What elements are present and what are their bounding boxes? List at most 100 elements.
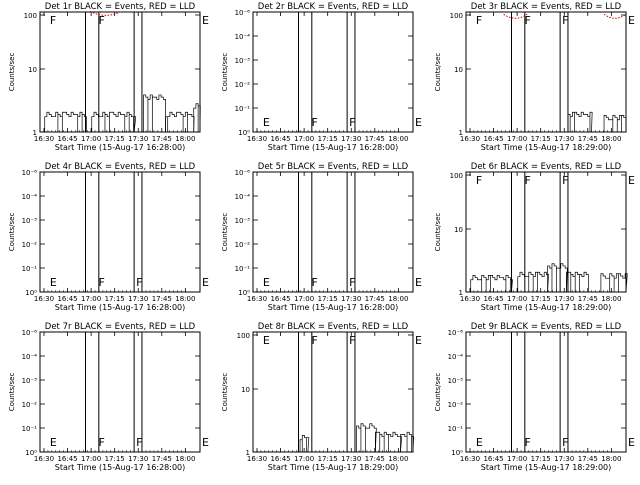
y-tick-label: 10⁻³ xyxy=(22,377,38,385)
x-tick-label: 17:45 xyxy=(578,455,598,463)
y-tick-label: 10⁻² xyxy=(22,241,38,249)
x-tick-label: 17:30 xyxy=(554,135,574,143)
y-tick-label: 10 xyxy=(454,226,463,234)
y-tick-label: 10 xyxy=(241,386,250,394)
marker-F: F xyxy=(476,14,482,27)
marker-F: F xyxy=(136,276,142,289)
x-tick-label: 16:45 xyxy=(57,455,77,463)
y-tick-label: 10⁰ xyxy=(451,449,463,457)
x-tick-label: 17:00 xyxy=(81,135,101,143)
x-tick-label: 18:00 xyxy=(388,455,408,463)
y-tick-label: 100 xyxy=(24,12,37,20)
x-tick-label: 18:00 xyxy=(175,295,195,303)
x-tick-label: 16:45 xyxy=(270,295,290,303)
plot-frame xyxy=(465,11,627,133)
y-tick-label: 1 xyxy=(246,449,250,457)
y-tick-label: 1 xyxy=(459,289,463,297)
x-tick-label: 16:45 xyxy=(57,135,77,143)
marker-E: E xyxy=(263,116,270,129)
y-axis-label: Counts/sec xyxy=(8,53,16,92)
panel-det-8: Det 8r BLACK = Events, RED = LLD 16:30 16:… xyxy=(221,322,422,472)
x-tick-label: 17:30 xyxy=(128,455,148,463)
marker-F: F xyxy=(524,174,530,187)
x-tick-label: 17:45 xyxy=(365,295,385,303)
x-axis-label: Start Time (15-Aug-17 16:28:00) xyxy=(55,463,186,472)
marker-E: E xyxy=(415,276,422,289)
marker-F: F xyxy=(524,436,530,449)
marker-E: E xyxy=(263,276,270,289)
lld-trace xyxy=(89,10,122,16)
x-tick-label: 16:30 xyxy=(34,455,54,463)
panel-det-3: Det 3r BLACK = Events, RED = LLD 16:30 16:… xyxy=(434,2,635,152)
y-axis-label: Counts/sec xyxy=(434,53,442,92)
x-tick-label: 17:30 xyxy=(341,295,361,303)
marker-F: F xyxy=(311,276,317,289)
x-tick-label: 17:30 xyxy=(554,455,574,463)
marker-F: F xyxy=(524,14,530,27)
y-tick-label: 10⁻¹ xyxy=(448,425,464,433)
events-trace xyxy=(44,111,87,133)
x-tick-label: 17:45 xyxy=(365,455,385,463)
y-tick-label: 10⁻² xyxy=(235,81,251,89)
x-tick-label: 17:30 xyxy=(341,135,361,143)
x-tick-label: 16:30 xyxy=(247,135,267,143)
events-trace xyxy=(400,431,415,453)
marker-F: F xyxy=(562,174,568,187)
y-tick-label: 10⁻³ xyxy=(448,377,464,385)
x-tick-label: 16:30 xyxy=(34,135,54,143)
x-tick-label: 18:00 xyxy=(388,135,408,143)
y-tick-label: 10⁻¹ xyxy=(235,265,251,273)
x-axis-label: Start Time (15-Aug-17 16:28:00) xyxy=(268,303,399,312)
panel-det-1: Det 1r BLACK = Events, RED = LLD 16:30 16:… xyxy=(8,2,209,152)
events-trace xyxy=(567,111,593,133)
marker-E: E xyxy=(202,436,209,449)
x-tick-label: 17:15 xyxy=(531,295,551,303)
marker-F: F xyxy=(476,174,482,187)
marker-E: E xyxy=(415,116,422,129)
marker-F: F xyxy=(349,276,355,289)
panel-det-7: Det 7r BLACK = Events, RED = LLD 16:30 16:… xyxy=(8,322,209,472)
x-tick-label: 17:45 xyxy=(365,135,385,143)
panel-title: Det 9r BLACK = Events, RED = LLD xyxy=(471,322,622,332)
y-tick-label: 10⁰ xyxy=(25,449,37,457)
y-axis-label: Counts/sec xyxy=(8,373,16,412)
plot-frame xyxy=(252,171,414,293)
x-axis-label: Start Time (15-Aug-17 18:29:00) xyxy=(481,303,612,312)
plot-frame xyxy=(252,331,414,453)
marker-F: F xyxy=(136,436,142,449)
x-tick-label: 17:15 xyxy=(318,455,338,463)
marker-F: F xyxy=(311,116,317,129)
events-trace xyxy=(375,431,403,453)
marker-E: E xyxy=(476,436,483,449)
x-tick-label: 17:00 xyxy=(294,455,314,463)
y-tick-label: 10⁻¹ xyxy=(22,265,38,273)
panel-det-5: Det 5r BLACK = Events, RED = LLD 16:30 16:… xyxy=(221,162,422,312)
y-tick-label: 10⁻⁶ xyxy=(22,169,38,177)
events-trace xyxy=(603,115,627,133)
marker-E: E xyxy=(628,14,635,27)
panel-title: Det 6r BLACK = Events, RED = LLD xyxy=(471,162,622,172)
y-axis-label: Counts/sec xyxy=(434,213,442,252)
y-tick-label: 10⁻⁴ xyxy=(235,193,251,201)
y-tick-label: 100 xyxy=(450,172,463,180)
panel-title: Det 1r BLACK = Events, RED = LLD xyxy=(45,2,196,12)
marker-F: F xyxy=(349,334,355,347)
x-tick-label: 17:00 xyxy=(81,455,101,463)
panel-det-6: Det 6r BLACK = Events, RED = LLD 16:30 16:… xyxy=(434,162,635,312)
marker-E: E xyxy=(202,14,209,27)
x-tick-label: 17:30 xyxy=(128,295,148,303)
lld-trace xyxy=(603,13,627,19)
y-tick-label: 10⁻³ xyxy=(235,217,251,225)
y-tick-label: 10⁻⁶ xyxy=(22,329,38,337)
y-tick-label: 10 xyxy=(454,66,463,74)
x-tick-label: 17:15 xyxy=(318,135,338,143)
marker-E: E xyxy=(628,174,635,187)
x-tick-label: 17:15 xyxy=(531,135,551,143)
y-tick-label: 10⁻³ xyxy=(22,217,38,225)
x-tick-label: 17:30 xyxy=(128,135,148,143)
y-axis-label: Counts/sec xyxy=(221,53,229,92)
y-tick-label: 10⁰ xyxy=(25,289,37,297)
x-tick-label: 16:45 xyxy=(57,295,77,303)
plot-frame xyxy=(39,171,201,293)
